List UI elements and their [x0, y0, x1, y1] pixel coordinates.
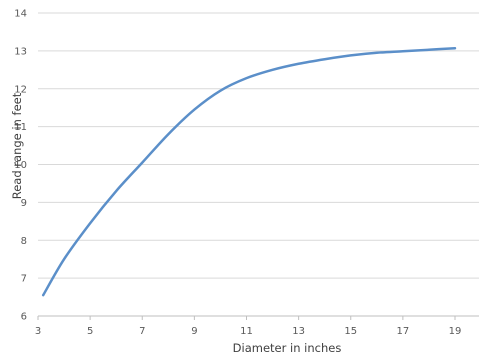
y-tick-label: 8: [21, 236, 27, 247]
y-tick-labels: 6 7 8 9 10 11 12 13 14: [14, 9, 27, 323]
x-tick-label: 3: [35, 326, 41, 337]
x-tick-label: 15: [344, 326, 357, 337]
y-tick-label: 9: [21, 198, 27, 209]
series-lines: [41, 46, 457, 297]
x-tick-label: 17: [397, 326, 410, 337]
x-tick-label: 7: [139, 326, 145, 337]
y-tick-label: 13: [14, 46, 27, 57]
y-axis-label: Read range in feet: [10, 92, 24, 199]
y-tick-label: 7: [21, 274, 27, 285]
y-tick-label: 12: [14, 84, 27, 95]
x-tick-label: 5: [87, 326, 93, 337]
y-tick-label: 10: [14, 160, 27, 171]
x-tick-label: 9: [191, 326, 197, 337]
x-tick-label: 13: [292, 326, 305, 337]
y-tick-label: 11: [14, 122, 27, 133]
y-tick-label: 6: [21, 312, 27, 323]
series-line-0: [41, 46, 457, 297]
x-tick-label: 11: [240, 326, 253, 337]
x-tick-labels: 3 5 7 9 11 13 15 17 19: [35, 316, 462, 337]
x-tick-label: 19: [449, 326, 462, 337]
x-axis-label: Diameter in inches: [233, 341, 342, 355]
y-tick-label: 14: [14, 9, 27, 20]
gridlines: [38, 12, 479, 317]
